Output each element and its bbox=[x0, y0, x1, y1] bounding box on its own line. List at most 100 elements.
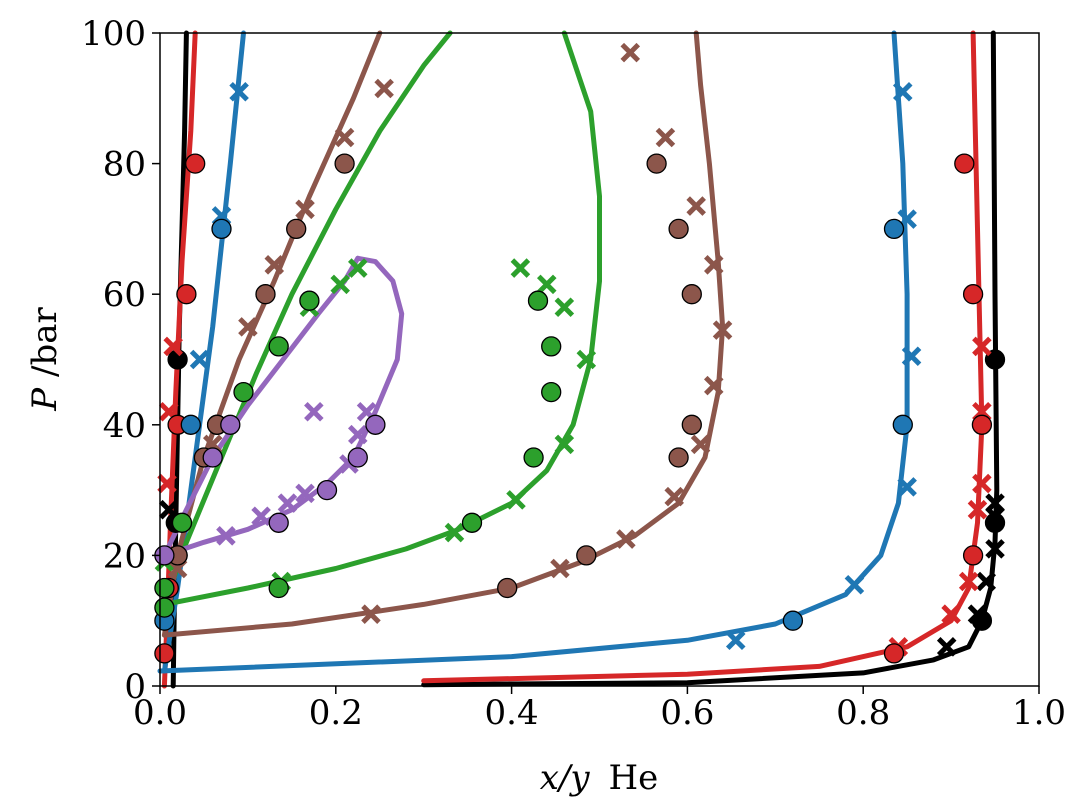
series-1-circle-point-10 bbox=[954, 153, 975, 174]
series-0-cross-point-6 bbox=[985, 493, 1005, 513]
x-axis-label: x/y He bbox=[540, 758, 658, 798]
series-3-circle-point-7 bbox=[268, 577, 289, 599]
series-2-circle-point-2 bbox=[211, 218, 232, 240]
series-4-cross-point-3 bbox=[264, 255, 285, 275]
series-1-circle-point-7 bbox=[962, 545, 984, 566]
series-0-cross-point-4 bbox=[985, 539, 1005, 559]
series-4-circle-point-7 bbox=[576, 545, 597, 566]
series-3-circle-point-0 bbox=[154, 597, 175, 618]
series-3-circle-point-2 bbox=[171, 512, 193, 533]
series-3-cross-point-11 bbox=[510, 258, 531, 278]
series-5-cross-point-1 bbox=[251, 506, 271, 526]
series-2-circle-point-4 bbox=[883, 218, 905, 240]
series-3-cross-point-8 bbox=[576, 349, 597, 370]
series-1-circle-point-5 bbox=[185, 153, 206, 174]
series-2-circle-point-5 bbox=[892, 414, 913, 435]
series-5-circle-point-6 bbox=[365, 414, 386, 435]
y-axis-label-var: P bbox=[25, 387, 65, 412]
series-4-cross-point-7 bbox=[361, 604, 381, 624]
y-tick-label-2: 40 bbox=[103, 406, 146, 446]
series-1-cross-point-2 bbox=[163, 336, 183, 357]
series-1-cross-point-0 bbox=[157, 473, 177, 494]
series-2-cross-point-5 bbox=[897, 477, 917, 497]
series-2-cross-point-8 bbox=[892, 82, 913, 102]
series-4-curve-vapor bbox=[161, 30, 726, 638]
series-2-cross-point-4 bbox=[844, 575, 865, 595]
series-4-cross-point-5 bbox=[334, 127, 355, 148]
series-3-circle-point-1 bbox=[154, 577, 175, 599]
series-3-circle-point-12 bbox=[527, 290, 549, 311]
series-4-circle-point-5 bbox=[334, 153, 355, 174]
series-5-curve-vapor bbox=[161, 255, 405, 558]
series-4-cross-point-12 bbox=[704, 375, 724, 396]
x-tick-label-1: 0.2 bbox=[309, 693, 363, 733]
series-4-cross-point-9 bbox=[616, 529, 636, 549]
x-axis-ticks: 0.0 0.2 0.4 0.6 0.8 1.0 bbox=[133, 686, 1066, 733]
series-5-cross-point-2 bbox=[277, 493, 298, 513]
y-tick-label-0: 0 bbox=[124, 667, 146, 707]
series-1-circle-point-6 bbox=[883, 643, 905, 664]
y-tick-label-5: 100 bbox=[81, 14, 146, 54]
series-4-cross-point-11 bbox=[690, 434, 711, 455]
plot-frame bbox=[159, 32, 1040, 687]
series-4-cross-point-6 bbox=[374, 78, 394, 99]
x-axis-label-species: He bbox=[608, 758, 658, 798]
x-axis-label-var: x/y bbox=[540, 758, 591, 798]
series-2-curve-vapor bbox=[157, 30, 910, 674]
series-3-circle-point-8 bbox=[461, 512, 483, 533]
series-3-circle-point-5 bbox=[268, 336, 289, 357]
y-tick-label-4: 80 bbox=[103, 145, 146, 185]
series-1-circle-point-9 bbox=[962, 284, 984, 305]
series-1-curve-vapor bbox=[421, 30, 985, 684]
series-5-cross-point-0 bbox=[216, 526, 236, 546]
series-4-circle-point-11 bbox=[668, 218, 689, 240]
series-0-cross-point-1 bbox=[936, 637, 957, 657]
series-3-circle-point-10 bbox=[541, 381, 562, 403]
series-3-circle-point-6 bbox=[299, 290, 320, 311]
series-3-cross-point-3 bbox=[330, 274, 350, 295]
series-4-circle-point-6 bbox=[497, 577, 518, 599]
series-0-circle-point-2 bbox=[971, 610, 993, 631]
series-4-cross-point-8 bbox=[550, 558, 570, 579]
series-4-cross-point-15 bbox=[686, 196, 706, 216]
series-3-cross-point-10 bbox=[536, 274, 557, 295]
series-1-cross-point-9 bbox=[972, 336, 992, 357]
x-tick-label-0: 0.0 bbox=[133, 693, 187, 733]
x-tick-label-3: 0.6 bbox=[660, 693, 714, 733]
series-2-cross-point-3 bbox=[725, 630, 746, 651]
series-3-cross-point-4 bbox=[348, 258, 368, 278]
y-axis-label: P /bar bbox=[25, 307, 65, 412]
x-tick-label-2: 0.4 bbox=[485, 693, 539, 733]
series-1-cross-point-7 bbox=[972, 473, 992, 494]
series-4-circle-point-12 bbox=[646, 153, 667, 174]
series-1-circle-point-4 bbox=[176, 284, 197, 305]
x-tick-label-4: 0.8 bbox=[836, 693, 890, 733]
series-5-cross-point-7 bbox=[304, 401, 324, 422]
series-3-circle-point-4 bbox=[233, 381, 254, 403]
series-4-cross-point-10 bbox=[664, 486, 684, 507]
series-1-cross-point-6 bbox=[967, 499, 988, 520]
series-3-curve-liquid bbox=[161, 30, 453, 607]
series-4-cross-point-17 bbox=[620, 42, 641, 63]
series-3-cross-point-5 bbox=[444, 522, 465, 543]
series-2-circle-point-3 bbox=[782, 610, 804, 631]
series-4-circle-point-8 bbox=[668, 447, 689, 468]
series-4-circle-point-9 bbox=[681, 414, 702, 435]
series-0-cross-point-3 bbox=[976, 571, 997, 592]
series-4-circle-point-3 bbox=[255, 284, 276, 305]
series-4-cross-point-4 bbox=[295, 199, 315, 220]
series-2-circle-point-1 bbox=[180, 414, 201, 435]
series-4-circle-point-4 bbox=[286, 218, 307, 240]
series-3-curve-vapor bbox=[161, 30, 602, 607]
series-2-cross-point-2 bbox=[229, 82, 249, 102]
x-tick-label-5: 1.0 bbox=[1012, 693, 1066, 733]
series-2-cross-point-0 bbox=[189, 349, 210, 370]
y-axis-ticks: 0 20 40 60 80 100 bbox=[81, 14, 160, 707]
y-tick-label-3: 60 bbox=[103, 275, 146, 315]
series-1-circle-point-8 bbox=[971, 414, 993, 435]
series-4-circle-point-10 bbox=[681, 284, 702, 305]
series-markers bbox=[154, 42, 1006, 664]
series-1-circle-point-0 bbox=[154, 643, 175, 664]
series-0-circle-point-3 bbox=[984, 512, 1006, 533]
